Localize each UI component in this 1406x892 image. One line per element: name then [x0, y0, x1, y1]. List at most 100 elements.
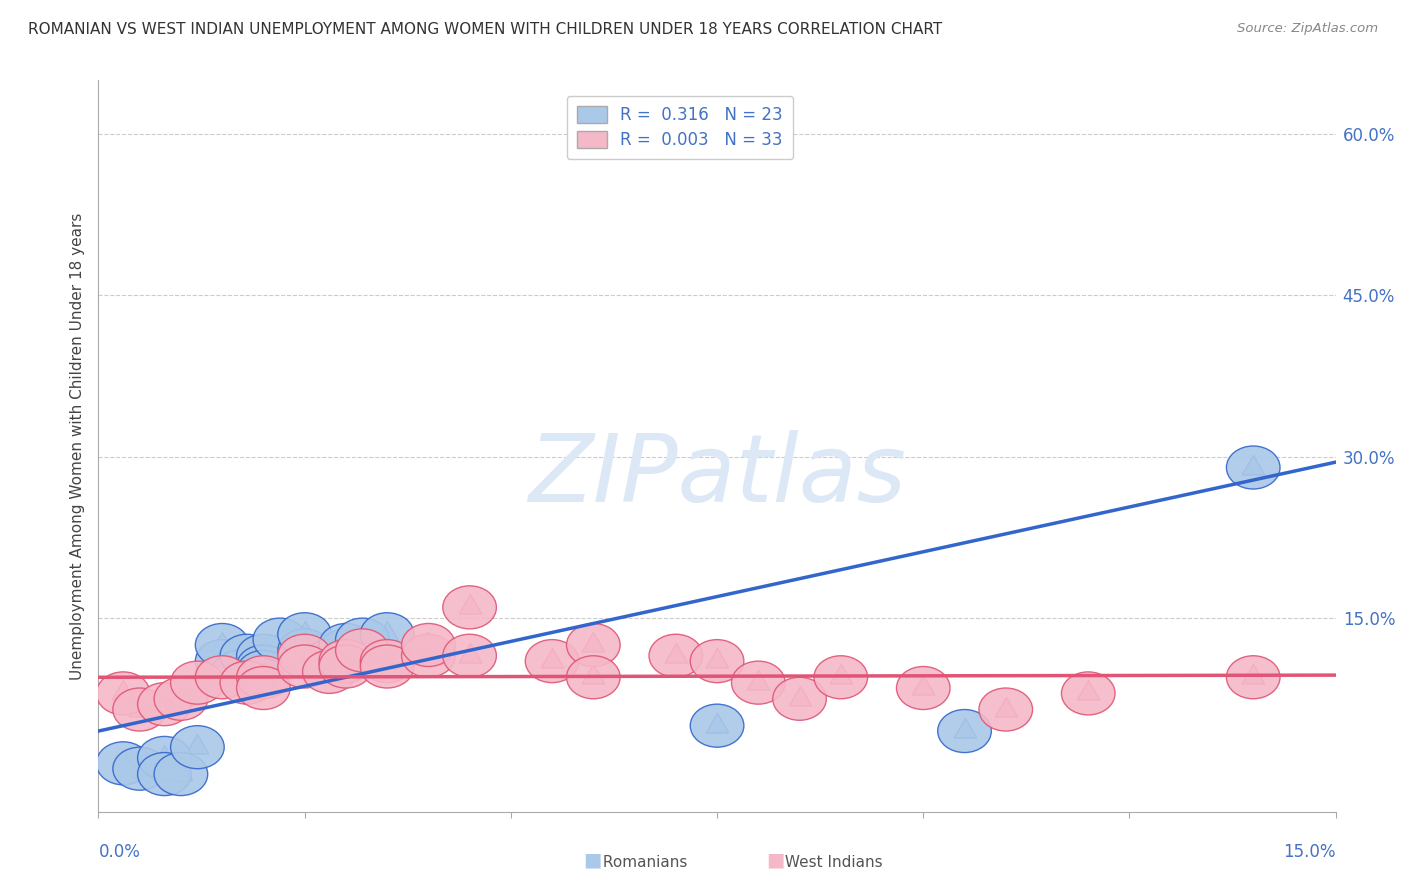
- Ellipse shape: [138, 753, 191, 796]
- Ellipse shape: [236, 634, 290, 677]
- Ellipse shape: [112, 747, 166, 790]
- Point: [953, 724, 976, 739]
- Point: [211, 670, 233, 684]
- Ellipse shape: [170, 661, 224, 704]
- Ellipse shape: [402, 634, 456, 677]
- Point: [352, 632, 374, 647]
- Point: [582, 670, 605, 684]
- Text: West Indians: West Indians: [780, 855, 883, 870]
- Point: [170, 767, 193, 781]
- Point: [252, 648, 274, 663]
- Point: [418, 638, 440, 652]
- Point: [252, 681, 274, 695]
- Point: [706, 654, 728, 668]
- Y-axis label: Unemployment Among Women with Children Under 18 years: Unemployment Among Women with Children U…: [69, 212, 84, 680]
- Ellipse shape: [443, 634, 496, 677]
- Ellipse shape: [567, 624, 620, 666]
- Point: [335, 654, 357, 668]
- Ellipse shape: [155, 753, 208, 796]
- Point: [294, 643, 316, 657]
- Text: Source: ZipAtlas.com: Source: ZipAtlas.com: [1237, 22, 1378, 36]
- Point: [294, 627, 316, 641]
- Ellipse shape: [138, 737, 191, 780]
- Point: [236, 675, 259, 690]
- Point: [665, 648, 688, 663]
- Ellipse shape: [195, 640, 249, 682]
- Point: [318, 654, 340, 668]
- Ellipse shape: [690, 704, 744, 747]
- Ellipse shape: [221, 634, 274, 677]
- Ellipse shape: [979, 688, 1032, 731]
- Ellipse shape: [319, 645, 373, 688]
- Ellipse shape: [97, 742, 150, 785]
- Ellipse shape: [360, 613, 413, 656]
- Point: [252, 670, 274, 684]
- Ellipse shape: [1062, 672, 1115, 714]
- Text: ZIPatlas: ZIPatlas: [529, 430, 905, 521]
- Point: [318, 665, 340, 679]
- Ellipse shape: [567, 656, 620, 698]
- Ellipse shape: [336, 629, 389, 672]
- Point: [747, 675, 769, 690]
- Ellipse shape: [112, 688, 166, 731]
- Point: [335, 643, 357, 657]
- Text: 0.0%: 0.0%: [98, 843, 141, 861]
- Ellipse shape: [195, 656, 249, 698]
- Text: ■: ■: [766, 851, 785, 870]
- Point: [112, 756, 135, 771]
- Point: [418, 648, 440, 663]
- Point: [1241, 460, 1264, 475]
- Ellipse shape: [236, 656, 290, 698]
- Ellipse shape: [443, 586, 496, 629]
- Point: [128, 762, 150, 776]
- Ellipse shape: [1226, 446, 1279, 489]
- Ellipse shape: [302, 640, 356, 682]
- Point: [252, 665, 274, 679]
- Ellipse shape: [690, 640, 744, 682]
- Point: [294, 659, 316, 673]
- Text: ■: ■: [583, 851, 602, 870]
- Point: [375, 627, 398, 641]
- Point: [458, 600, 481, 615]
- Point: [252, 659, 274, 673]
- Ellipse shape: [526, 640, 579, 682]
- Point: [912, 681, 935, 695]
- Point: [830, 670, 852, 684]
- Text: 15.0%: 15.0%: [1284, 843, 1336, 861]
- Ellipse shape: [336, 618, 389, 661]
- Point: [335, 638, 357, 652]
- Ellipse shape: [236, 645, 290, 688]
- Ellipse shape: [236, 650, 290, 693]
- Ellipse shape: [650, 634, 703, 677]
- Point: [128, 702, 150, 716]
- Ellipse shape: [897, 666, 950, 709]
- Point: [582, 638, 605, 652]
- Ellipse shape: [278, 613, 332, 656]
- Point: [294, 648, 316, 663]
- Point: [228, 665, 250, 679]
- Ellipse shape: [212, 650, 266, 693]
- Ellipse shape: [278, 645, 332, 688]
- Point: [236, 648, 259, 663]
- Point: [335, 659, 357, 673]
- Point: [375, 654, 398, 668]
- Point: [153, 767, 176, 781]
- Ellipse shape: [319, 629, 373, 672]
- Ellipse shape: [97, 672, 150, 714]
- Point: [1077, 686, 1099, 700]
- Point: [186, 675, 208, 690]
- Point: [352, 643, 374, 657]
- Ellipse shape: [278, 634, 332, 677]
- Point: [458, 648, 481, 663]
- Point: [153, 697, 176, 711]
- Point: [211, 638, 233, 652]
- Point: [153, 751, 176, 765]
- Point: [269, 632, 291, 647]
- Ellipse shape: [731, 661, 785, 704]
- Ellipse shape: [360, 640, 413, 682]
- Point: [186, 740, 208, 755]
- Point: [112, 686, 135, 700]
- Point: [994, 702, 1017, 716]
- Text: Romanians: Romanians: [598, 855, 688, 870]
- Ellipse shape: [221, 661, 274, 704]
